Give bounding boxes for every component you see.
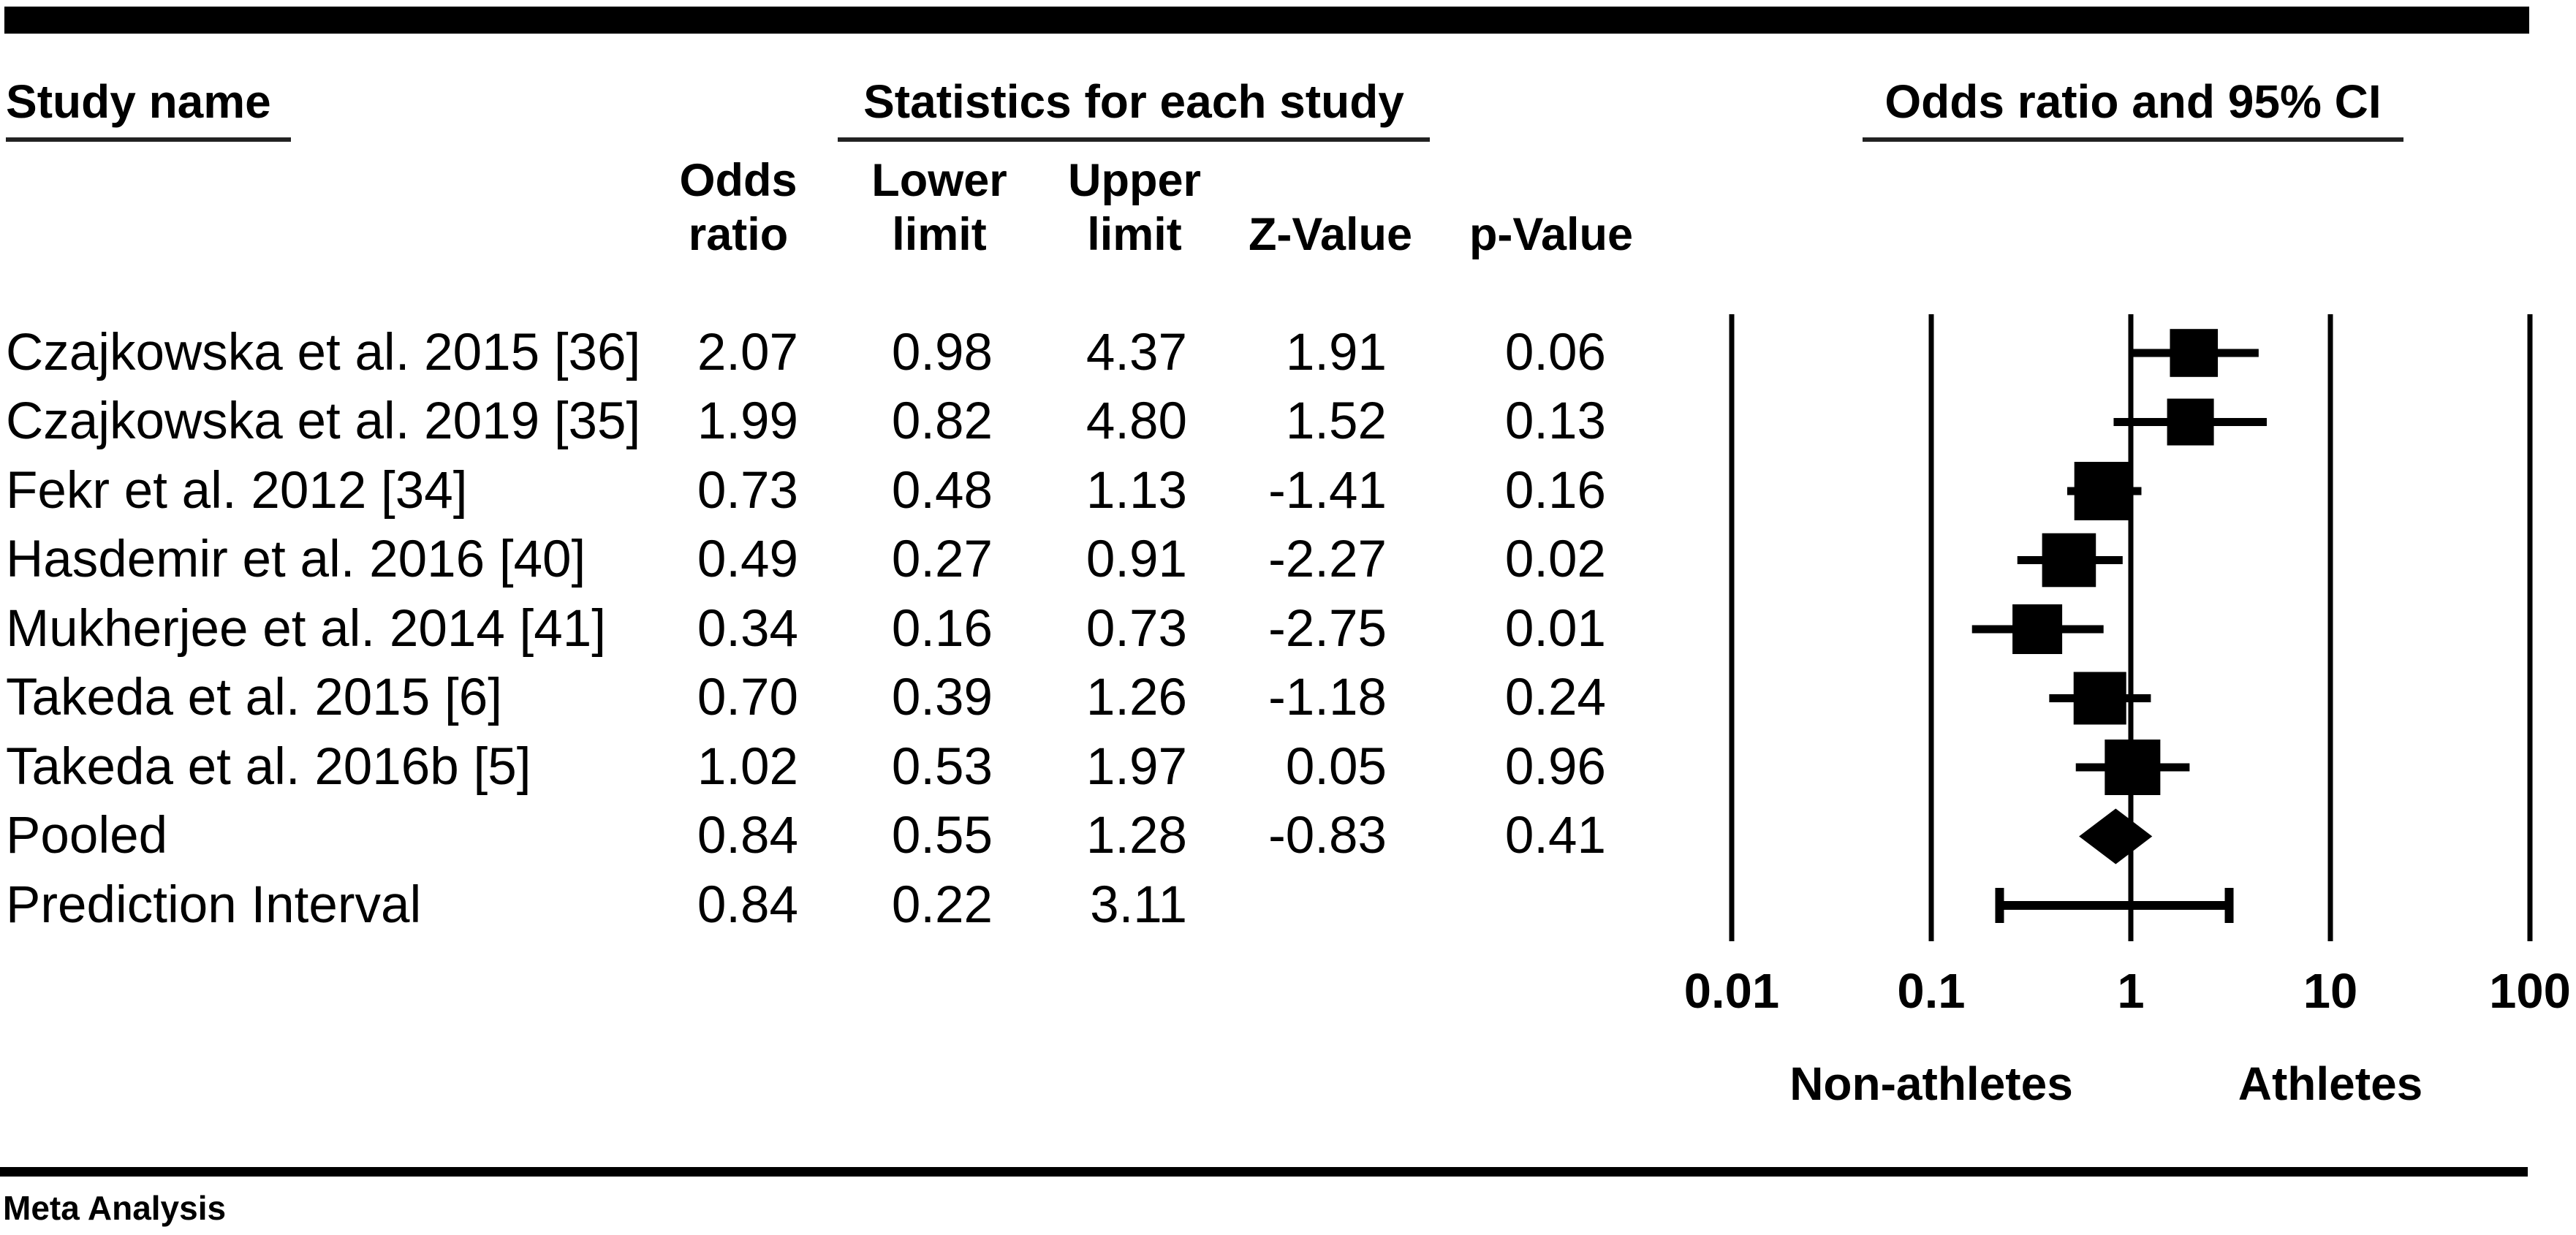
odds-ratio-ci-header: Odds ratio and 95% CI <box>1863 77 2403 142</box>
effect-size-square <box>2167 398 2214 446</box>
study-name: Takeda et al. 2015 [6] <box>6 669 502 726</box>
upper-limit-value: 1.26 <box>1086 669 1187 726</box>
effect-size-square <box>2074 462 2133 520</box>
table-row: Hasdemir et al. 2016 [40] 0.49 0.27 0.91… <box>0 530 1681 590</box>
axis-tick-label: 100 <box>2489 964 2571 1019</box>
p-value: 0.16 <box>1504 462 1606 520</box>
table-row: Takeda et al. 2016b [5] 1.02 0.53 1.97 0… <box>0 737 1681 797</box>
effect-size-square <box>2170 329 2219 377</box>
table-row: Takeda et al. 2015 [6] 0.70 0.39 1.26 -1… <box>0 668 1681 728</box>
study-name: Takeda et al. 2016b [5] <box>6 738 531 796</box>
odds-ratio-value: 0.84 <box>697 807 798 864</box>
table-row: Czajkowska et al. 2015 [36] 2.07 0.98 4.… <box>0 323 1681 383</box>
odds-ratio-value: 0.49 <box>697 531 798 588</box>
lower-limit-value: 0.82 <box>891 392 993 450</box>
z-value: -1.18 <box>1268 669 1387 726</box>
odds-ratio-value: 0.70 <box>697 669 798 726</box>
odds-ratio-value: 1.99 <box>697 392 798 450</box>
study-name: Pooled <box>6 807 168 864</box>
z-value: 1.52 <box>1285 392 1387 450</box>
axis-tick-label: 0.1 <box>1897 964 1966 1019</box>
upper-limit-value: 1.97 <box>1086 738 1187 796</box>
lower-limit-value: 0.16 <box>891 600 993 658</box>
upper-limit-value: 0.73 <box>1086 600 1187 658</box>
upper-limit-value: 4.37 <box>1086 324 1187 381</box>
column-header-odds-ratio: Odds ratio <box>679 155 798 260</box>
p-value: 0.41 <box>1504 807 1606 864</box>
lower-limit-value: 0.22 <box>891 876 993 934</box>
prediction-interval-cap <box>1995 888 2004 923</box>
z-value: 0.05 <box>1285 738 1387 796</box>
favours-left-label: Non-athletes <box>1789 1057 2073 1110</box>
column-header-upper-limit: Upper limit <box>1067 155 1202 260</box>
upper-limit-value: 1.13 <box>1086 462 1187 520</box>
statistics-header: Statistics for each study <box>838 77 1430 142</box>
study-name: Prediction Interval <box>6 876 422 934</box>
effect-size-square <box>2042 533 2096 588</box>
upper-limit-value: 1.28 <box>1086 807 1187 864</box>
effect-size-square <box>2105 740 2161 795</box>
column-header-p-value: p-Value <box>1469 209 1634 260</box>
z-value: -2.75 <box>1268 600 1387 658</box>
column-header-z-value: Z-Value <box>1248 209 1413 260</box>
study-name: Mukherjee et al. 2014 [41] <box>6 600 606 658</box>
study-name: Hasdemir et al. 2016 [40] <box>6 531 586 588</box>
prediction-interval-cap <box>2224 888 2234 923</box>
favours-right-label: Athletes <box>2238 1057 2423 1110</box>
lower-limit-value: 0.39 <box>891 669 993 726</box>
axis-tick-label: 1 <box>2117 964 2145 1019</box>
axis-tick-label: 10 <box>2303 964 2358 1019</box>
p-value: 0.01 <box>1504 600 1606 658</box>
effect-size-square <box>2073 672 2126 725</box>
figure-footer: Meta Analysis <box>3 1189 227 1227</box>
column-header-lower-limit: Lower limit <box>871 155 1007 260</box>
top-rule <box>4 7 2529 34</box>
axis-tick-label: 0.01 <box>1683 964 1780 1019</box>
bottom-rule <box>0 1167 2528 1177</box>
z-value: -1.41 <box>1268 462 1387 520</box>
odds-ratio-value: 2.07 <box>697 324 798 381</box>
table-row: Mukherjee et al. 2014 [41] 0.34 0.16 0.7… <box>0 599 1681 659</box>
study-name: Czajkowska et al. 2015 [36] <box>6 324 641 381</box>
upper-limit-value: 3.11 <box>1090 876 1187 934</box>
effect-size-square <box>2012 604 2063 654</box>
table-row-prediction-interval: Prediction Interval 0.84 0.22 3.11 <box>0 875 1681 935</box>
odds-ratio-value: 0.84 <box>697 876 798 934</box>
odds-ratio-value: 0.34 <box>697 600 798 658</box>
odds-ratio-value: 0.73 <box>697 462 798 520</box>
study-name-header: Study name <box>6 77 291 142</box>
z-value: -0.83 <box>1268 807 1387 864</box>
pooled-diamond <box>2079 808 2153 864</box>
p-value: 0.96 <box>1504 738 1606 796</box>
p-value: 0.24 <box>1504 669 1606 726</box>
lower-limit-value: 0.55 <box>891 807 993 864</box>
z-value: -2.27 <box>1268 531 1387 588</box>
study-name: Czajkowska et al. 2019 [35] <box>6 392 641 450</box>
odds-ratio-value: 1.02 <box>697 738 798 796</box>
upper-limit-value: 0.91 <box>1086 531 1187 588</box>
lower-limit-value: 0.48 <box>891 462 993 520</box>
z-value: 1.91 <box>1285 324 1387 381</box>
p-value: 0.06 <box>1504 324 1606 381</box>
table-row: Fekr et al. 2012 [34] 0.73 0.48 1.13 -1.… <box>0 461 1681 521</box>
lower-limit-value: 0.53 <box>891 738 993 796</box>
p-value: 0.02 <box>1504 531 1606 588</box>
lower-limit-value: 0.27 <box>891 531 993 588</box>
table-row: Czajkowska et al. 2019 [35] 1.99 0.82 4.… <box>0 392 1681 452</box>
study-name: Fekr et al. 2012 [34] <box>6 462 468 520</box>
lower-limit-value: 0.98 <box>891 324 993 381</box>
p-value: 0.13 <box>1504 392 1606 450</box>
upper-limit-value: 4.80 <box>1086 392 1187 450</box>
table-row-pooled: Pooled 0.84 0.55 1.28 -0.83 0.41 <box>0 806 1681 866</box>
